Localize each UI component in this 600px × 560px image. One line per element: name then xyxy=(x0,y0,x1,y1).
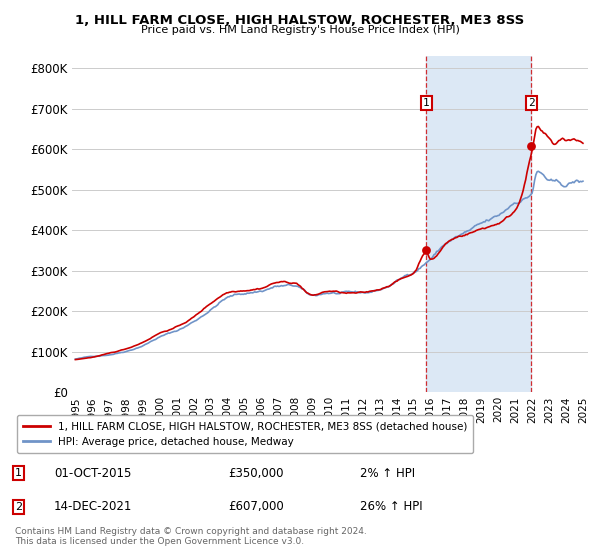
Point xyxy=(422,246,431,255)
Text: 26% ↑ HPI: 26% ↑ HPI xyxy=(360,500,422,514)
Legend: 1, HILL FARM CLOSE, HIGH HALSTOW, ROCHESTER, ME3 8SS (detached house), HPI: Aver: 1, HILL FARM CLOSE, HIGH HALSTOW, ROCHES… xyxy=(17,415,473,453)
Text: Price paid vs. HM Land Registry's House Price Index (HPI): Price paid vs. HM Land Registry's House … xyxy=(140,25,460,35)
Point xyxy=(527,142,536,151)
Text: Contains HM Land Registry data © Crown copyright and database right 2024.
This d: Contains HM Land Registry data © Crown c… xyxy=(15,526,367,546)
Text: 14-DEC-2021: 14-DEC-2021 xyxy=(54,500,133,514)
Text: 1: 1 xyxy=(15,468,22,478)
Text: 1: 1 xyxy=(423,98,430,108)
Bar xyxy=(427,56,532,392)
Text: £350,000: £350,000 xyxy=(228,466,284,480)
Text: £607,000: £607,000 xyxy=(228,500,284,514)
Text: 2% ↑ HPI: 2% ↑ HPI xyxy=(360,466,415,480)
Text: 1, HILL FARM CLOSE, HIGH HALSTOW, ROCHESTER, ME3 8SS: 1, HILL FARM CLOSE, HIGH HALSTOW, ROCHES… xyxy=(76,14,524,27)
Text: 01-OCT-2015: 01-OCT-2015 xyxy=(54,466,131,480)
Text: 2: 2 xyxy=(528,98,535,108)
Text: 2: 2 xyxy=(15,502,22,512)
